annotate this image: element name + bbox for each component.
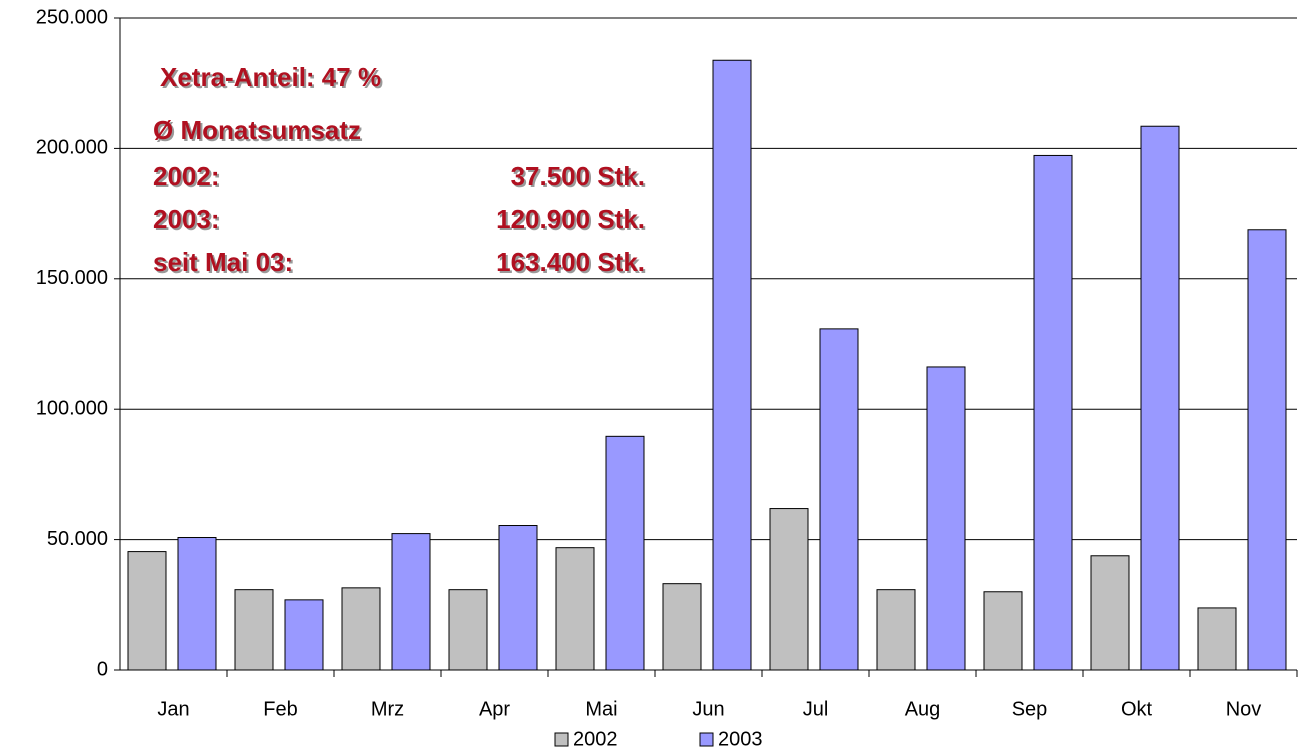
bar <box>1247 229 1287 671</box>
annotation: 2003: <box>153 204 220 234</box>
bar <box>605 435 645 671</box>
bar <box>448 589 488 671</box>
bar <box>498 525 538 671</box>
y-tick-label: 200.000 <box>36 137 108 159</box>
bar <box>712 59 752 671</box>
legend-swatch <box>699 732 714 747</box>
annotation-shadow: seit Mai 03: <box>155 249 295 279</box>
annotation: 2002: <box>153 161 220 191</box>
bar <box>177 537 217 671</box>
bar <box>926 366 966 671</box>
annotation: 120.900 Stk. <box>496 204 645 234</box>
annotation-shadow: 2003: <box>155 206 222 236</box>
annotation-shadow: 2002: <box>155 163 222 193</box>
annotation-shadow: Ø Monatsumsatz <box>155 117 363 147</box>
bar <box>555 547 595 671</box>
annotation: Ø Monatsumsatz <box>153 115 361 145</box>
x-tick-label: Jun <box>692 698 724 720</box>
x-tick-label: Aug <box>905 698 941 720</box>
bar <box>1033 154 1073 671</box>
annotation-shadow: 163.400 Stk. <box>498 249 647 279</box>
bar <box>1090 555 1130 671</box>
bar <box>284 599 324 671</box>
annotation: Xetra-Anteil: 47 % <box>160 62 381 92</box>
y-tick-label: 50.000 <box>47 528 108 550</box>
bar <box>819 328 859 671</box>
y-tick-label: 150.000 <box>36 267 108 289</box>
bar <box>876 589 916 671</box>
y-tick-label: 250.000 <box>36 6 108 28</box>
annotation-shadow: 120.900 Stk. <box>498 206 647 236</box>
x-tick-label: Nov <box>1226 698 1262 720</box>
x-tick-label: Feb <box>263 698 297 720</box>
bar <box>983 591 1023 671</box>
legend-label: 2002 <box>573 728 618 750</box>
x-tick-label: Jan <box>157 698 189 720</box>
x-tick-label: Apr <box>479 698 510 720</box>
x-tick-label: Mrz <box>371 698 404 720</box>
y-tick-label: 100.000 <box>36 397 108 419</box>
annotation-shadow: Xetra-Anteil: 47 % <box>162 64 383 94</box>
annotation: seit Mai 03: <box>153 247 293 277</box>
x-tick-label: Jul <box>803 698 829 720</box>
bar <box>1140 125 1180 671</box>
x-tick-label: Mai <box>585 698 617 720</box>
bar <box>341 587 381 671</box>
legend-swatch <box>554 732 569 747</box>
bar <box>1197 607 1237 671</box>
bar <box>391 533 431 671</box>
annotation-shadow: 37.500 Stk. <box>513 163 647 193</box>
legend-label: 2003 <box>718 728 763 750</box>
x-tick-label: Okt <box>1121 698 1153 720</box>
bar <box>234 589 274 671</box>
y-tick-label: 0 <box>97 658 108 680</box>
bar <box>127 551 167 671</box>
annotation: 163.400 Stk. <box>496 247 645 277</box>
x-tick-label: Sep <box>1012 698 1048 720</box>
bar <box>769 508 809 671</box>
bar <box>662 583 702 671</box>
annotation: 37.500 Stk. <box>511 161 645 191</box>
